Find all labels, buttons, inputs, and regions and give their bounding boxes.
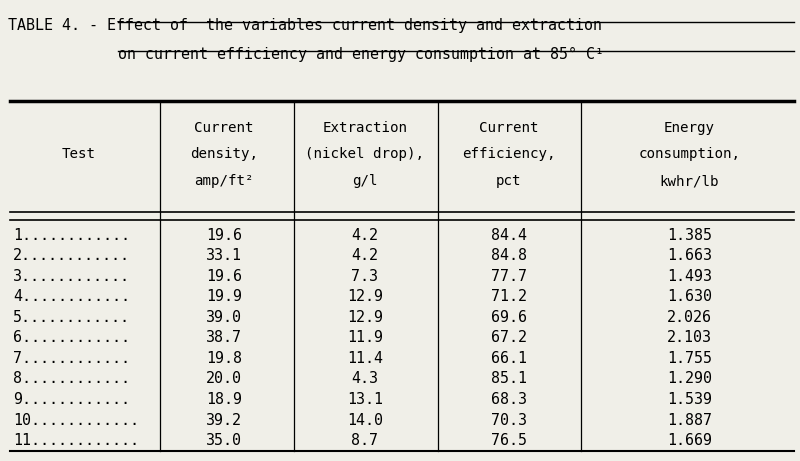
Text: 19.8: 19.8	[206, 351, 242, 366]
Text: 35.0: 35.0	[206, 433, 242, 448]
Text: efficiency,: efficiency,	[462, 148, 555, 161]
Text: 4............: 4............	[13, 290, 130, 304]
Text: 1.755: 1.755	[667, 351, 712, 366]
Text: 68.3: 68.3	[491, 392, 526, 407]
Text: 2............: 2............	[13, 248, 130, 263]
Text: 2.026: 2.026	[667, 310, 712, 325]
Text: g/l: g/l	[352, 174, 378, 188]
Text: 1.663: 1.663	[667, 248, 712, 263]
Text: 7............: 7............	[13, 351, 130, 366]
Text: amp/ft²: amp/ft²	[194, 174, 254, 188]
Text: 11.4: 11.4	[347, 351, 383, 366]
Text: 1.290: 1.290	[667, 372, 712, 386]
Text: 2.103: 2.103	[667, 331, 712, 345]
Text: 8............: 8............	[13, 372, 130, 386]
Text: 7.3: 7.3	[351, 269, 378, 284]
Text: density,: density,	[190, 148, 258, 161]
Text: 76.5: 76.5	[491, 433, 526, 448]
Text: 6............: 6............	[13, 331, 130, 345]
Text: 10............: 10............	[13, 413, 139, 427]
Text: 1.385: 1.385	[667, 228, 712, 243]
Text: 1............: 1............	[13, 228, 130, 243]
Text: 12.9: 12.9	[347, 290, 383, 304]
Text: 4.2: 4.2	[351, 228, 378, 243]
Text: 39.2: 39.2	[206, 413, 242, 427]
Text: pct: pct	[496, 174, 522, 188]
Text: 20.0: 20.0	[206, 372, 242, 386]
Text: 38.7: 38.7	[206, 331, 242, 345]
Text: 11.9: 11.9	[347, 331, 383, 345]
Text: 71.2: 71.2	[491, 290, 526, 304]
Text: 67.2: 67.2	[491, 331, 526, 345]
Text: Current: Current	[194, 121, 254, 135]
Text: Extraction: Extraction	[322, 121, 407, 135]
Text: 84.8: 84.8	[491, 248, 526, 263]
Text: 1.630: 1.630	[667, 290, 712, 304]
Text: 11............: 11............	[13, 433, 139, 448]
Text: Current: Current	[479, 121, 538, 135]
Text: 70.3: 70.3	[491, 413, 526, 427]
Text: consumption,: consumption,	[638, 148, 741, 161]
Text: kwhr/lb: kwhr/lb	[660, 174, 719, 188]
Text: 14.0: 14.0	[347, 413, 383, 427]
Text: 13.1: 13.1	[347, 392, 383, 407]
Text: 12.9: 12.9	[347, 310, 383, 325]
Text: 1.539: 1.539	[667, 392, 712, 407]
Text: 3............: 3............	[13, 269, 130, 284]
Text: 1.887: 1.887	[667, 413, 712, 427]
Text: 18.9: 18.9	[206, 392, 242, 407]
Text: 69.6: 69.6	[491, 310, 526, 325]
Text: TABLE 4. - Effect of  the variables current density and extraction: TABLE 4. - Effect of the variables curre…	[8, 18, 602, 34]
Text: 85.1: 85.1	[491, 372, 526, 386]
Text: 4.3: 4.3	[351, 372, 378, 386]
Text: 77.7: 77.7	[491, 269, 526, 284]
Text: 4.2: 4.2	[351, 248, 378, 263]
Text: 19.9: 19.9	[206, 290, 242, 304]
Text: 9............: 9............	[13, 392, 130, 407]
Text: 1.493: 1.493	[667, 269, 712, 284]
Text: 66.1: 66.1	[491, 351, 526, 366]
Text: (nickel drop),: (nickel drop),	[306, 148, 424, 161]
Text: 8.7: 8.7	[351, 433, 378, 448]
Text: 5............: 5............	[13, 310, 130, 325]
Text: 19.6: 19.6	[206, 228, 242, 243]
Text: 19.6: 19.6	[206, 269, 242, 284]
Text: 84.4: 84.4	[491, 228, 526, 243]
Text: 1.669: 1.669	[667, 433, 712, 448]
Text: Test: Test	[62, 148, 95, 161]
Text: 39.0: 39.0	[206, 310, 242, 325]
Text: on current efficiency and energy consumption at 85° C¹: on current efficiency and energy consump…	[118, 47, 605, 62]
Text: Energy: Energy	[664, 121, 715, 135]
Text: 33.1: 33.1	[206, 248, 242, 263]
